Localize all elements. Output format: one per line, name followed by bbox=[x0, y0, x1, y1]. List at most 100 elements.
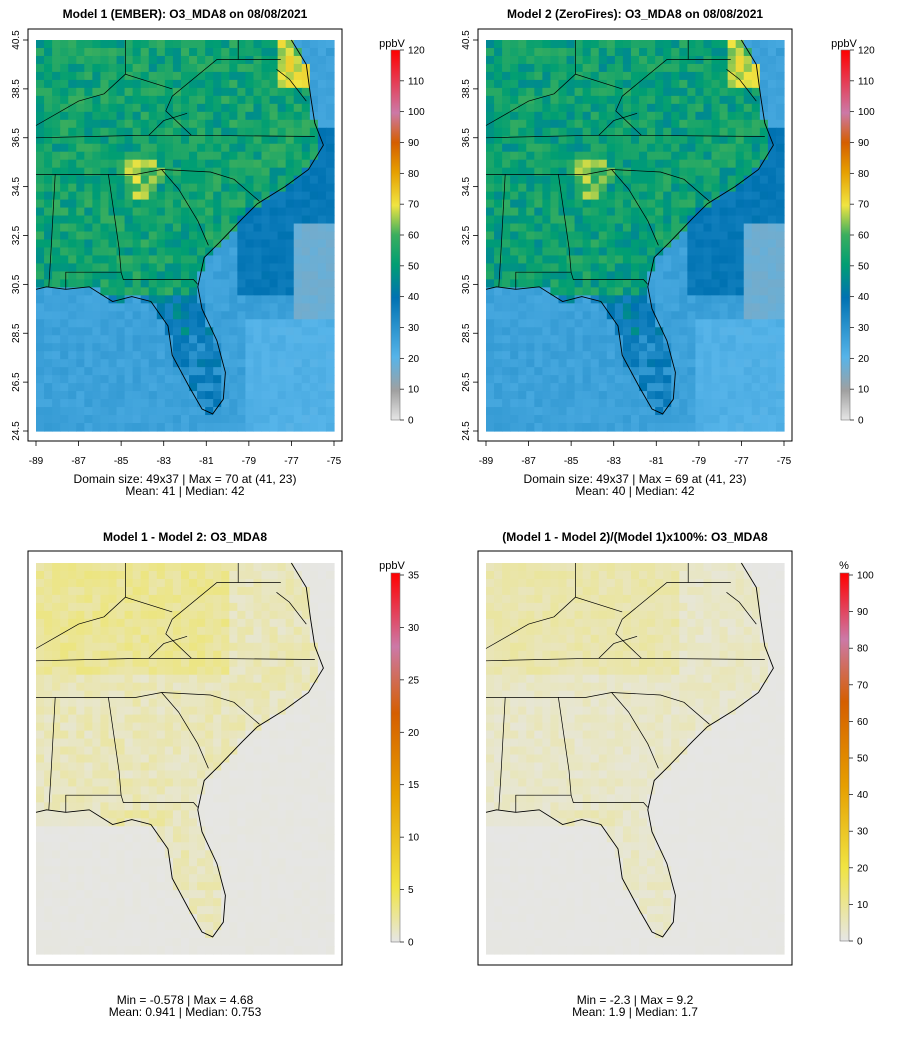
grid-cell bbox=[277, 287, 287, 296]
grid-cell bbox=[189, 327, 198, 336]
grid-cell bbox=[526, 407, 535, 416]
grid-cell bbox=[269, 746, 279, 756]
grid-cell bbox=[293, 303, 303, 312]
grid-cell bbox=[542, 383, 552, 392]
grid-cell bbox=[767, 327, 777, 336]
grid-cell bbox=[148, 263, 158, 273]
grid-cell bbox=[590, 399, 600, 408]
grid-cell bbox=[205, 586, 214, 596]
grid-cell bbox=[124, 730, 134, 740]
grid-cell bbox=[574, 111, 584, 121]
grid-cell bbox=[687, 415, 696, 424]
grid-cell bbox=[582, 63, 592, 73]
grid-cell bbox=[100, 383, 110, 392]
grid-cell bbox=[245, 231, 255, 241]
grid-cell bbox=[542, 159, 552, 169]
grid-cell bbox=[526, 119, 535, 129]
grid-cell bbox=[68, 87, 77, 97]
grid-cell bbox=[558, 319, 568, 328]
grid-cell bbox=[197, 343, 206, 352]
grid-cell bbox=[671, 40, 680, 49]
grid-cell bbox=[189, 778, 198, 788]
grid-cell bbox=[285, 415, 295, 424]
grid-cell bbox=[293, 183, 303, 193]
grid-cell bbox=[309, 602, 319, 612]
grid-cell bbox=[622, 311, 632, 320]
grid-cell bbox=[213, 690, 222, 700]
grid-cell bbox=[695, 311, 705, 320]
grid-cell bbox=[116, 762, 126, 772]
grid-cell bbox=[148, 714, 158, 724]
grid-cell bbox=[542, 239, 552, 249]
grid-cell bbox=[285, 375, 295, 384]
grid-cell bbox=[52, 746, 61, 756]
grid-cell bbox=[92, 167, 102, 177]
grid-cell bbox=[68, 375, 77, 384]
grid-cell bbox=[269, 79, 279, 89]
grid-cell bbox=[277, 255, 287, 265]
grid-cell bbox=[695, 319, 705, 328]
grid-cell bbox=[213, 87, 222, 97]
grid-cell bbox=[205, 351, 214, 360]
grid-cell bbox=[703, 263, 713, 273]
grid-cell bbox=[285, 778, 295, 788]
grid-cell bbox=[309, 40, 319, 49]
grid-cell bbox=[687, 183, 696, 193]
grid-cell bbox=[309, 199, 319, 209]
grid-cell bbox=[76, 658, 85, 668]
grid-cell bbox=[108, 311, 118, 320]
grid-cell bbox=[277, 119, 287, 129]
grid-cell bbox=[767, 79, 777, 89]
grid-cell bbox=[237, 794, 246, 803]
grid-cell bbox=[213, 602, 222, 612]
grid-cell bbox=[197, 279, 206, 288]
grid-cell bbox=[269, 231, 279, 241]
grid-cell bbox=[663, 263, 672, 273]
grid-cell bbox=[44, 295, 53, 304]
grid-cell bbox=[253, 295, 263, 304]
grid-cell bbox=[277, 319, 287, 328]
grid-cell bbox=[124, 682, 134, 692]
grid-cell bbox=[277, 271, 287, 280]
grid-cell bbox=[84, 570, 93, 580]
grid-cell bbox=[245, 183, 255, 193]
grid-cell bbox=[510, 175, 519, 185]
grid-cell bbox=[293, 754, 303, 764]
grid-cell bbox=[68, 818, 77, 827]
panel3-map bbox=[35, 562, 335, 955]
grid-cell bbox=[622, 303, 632, 312]
grid-cell bbox=[663, 231, 672, 241]
grid-cell bbox=[148, 610, 158, 620]
grid-cell bbox=[76, 231, 85, 241]
grid-cell bbox=[293, 602, 303, 612]
grid-cell bbox=[687, 63, 696, 73]
grid-cell bbox=[221, 159, 230, 169]
grid-cell bbox=[534, 215, 543, 225]
grid-cell bbox=[76, 563, 85, 572]
grid-cell bbox=[486, 79, 495, 89]
grid-cell bbox=[213, 247, 222, 257]
grid-cell bbox=[727, 351, 737, 360]
grid-cell bbox=[229, 343, 238, 352]
grid-cell bbox=[671, 63, 680, 73]
grid-cell bbox=[309, 247, 319, 257]
grid-cell bbox=[687, 207, 696, 217]
grid-cell bbox=[237, 618, 246, 628]
grid-cell bbox=[92, 586, 102, 596]
grid-cell bbox=[550, 55, 560, 65]
grid-cell bbox=[108, 295, 118, 304]
grid-cell bbox=[60, 634, 69, 644]
grid-cell bbox=[124, 263, 134, 273]
grid-cell bbox=[526, 231, 535, 241]
grid-cell bbox=[679, 399, 688, 408]
grid-cell bbox=[261, 375, 271, 384]
grid-cell bbox=[622, 143, 632, 153]
grid-cell bbox=[124, 71, 134, 81]
grid-cell bbox=[92, 666, 102, 676]
grid-cell bbox=[301, 666, 311, 676]
grid-cell bbox=[695, 199, 705, 209]
grid-cell bbox=[566, 335, 576, 344]
grid-cell bbox=[325, 327, 335, 336]
grid-cell bbox=[205, 658, 214, 668]
grid-cell bbox=[309, 79, 319, 89]
